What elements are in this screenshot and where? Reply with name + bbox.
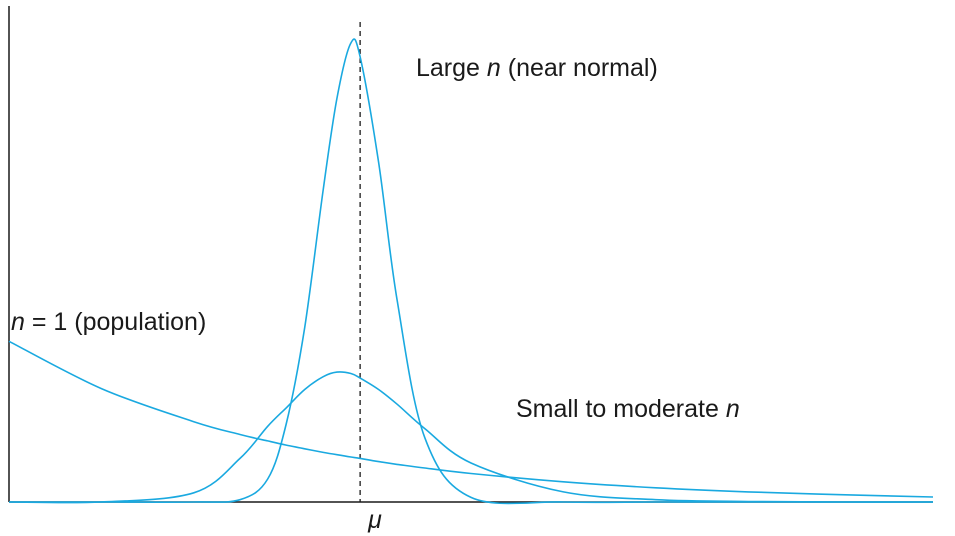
large-n-curve: [9, 38, 933, 505]
small-to-moderate-curve: [8, 371, 934, 504]
mu-tick-label: μ: [367, 506, 382, 534]
population-label: n = 1 (population): [11, 308, 206, 336]
large-n-label: Large n (near normal): [416, 54, 658, 82]
population-curve: [8, 340, 934, 498]
small-to-moderate-n-label: Small to moderate n: [516, 395, 740, 423]
curves-group: [8, 38, 934, 505]
